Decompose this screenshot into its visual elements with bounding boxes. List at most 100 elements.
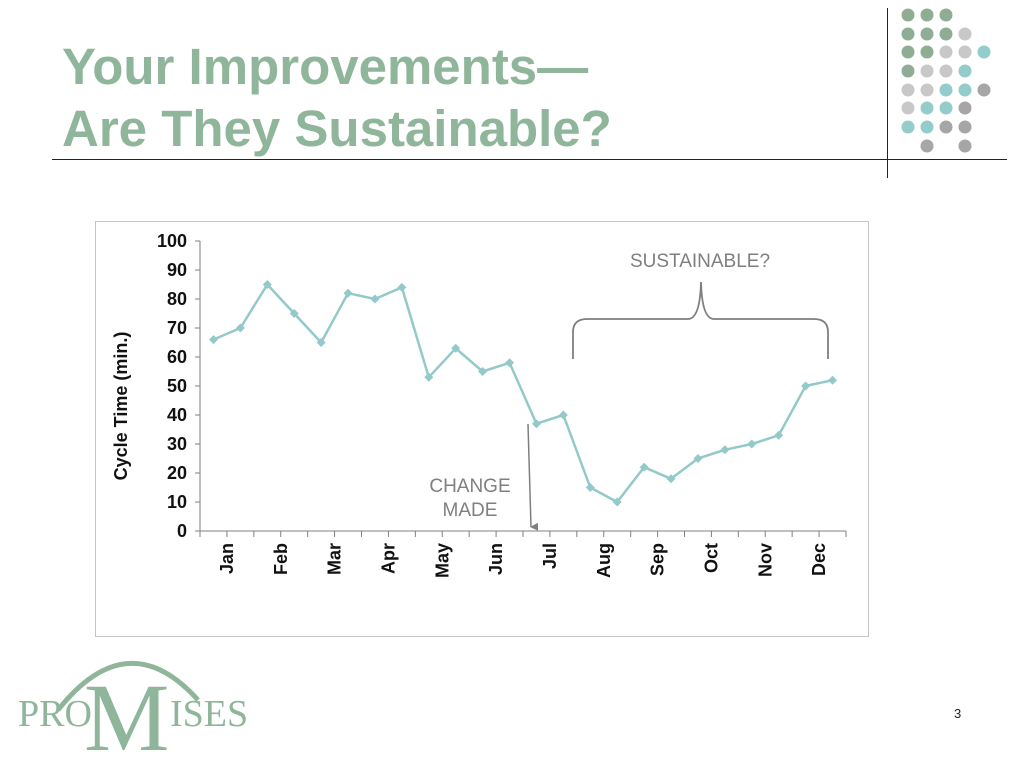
data-point: [612, 497, 622, 507]
y-tick-label: 80: [167, 289, 187, 309]
decorative-dot: [920, 139, 934, 153]
decorative-dot: [920, 27, 934, 41]
change-made-annotation-line-1: CHANGE: [429, 476, 510, 497]
y-tick-label: 10: [167, 492, 187, 512]
data-point: [478, 367, 488, 376]
y-tick-labels: 0 10 20 30 40 50 60 70 80 90 100: [157, 231, 187, 541]
decorative-dot: [920, 45, 934, 59]
data-point: [370, 294, 380, 304]
data-point: [585, 483, 595, 492]
logo-text-right: ISES: [170, 693, 248, 735]
decorative-dot: [958, 101, 972, 115]
series-points: [208, 280, 838, 507]
page-number: 3: [954, 706, 962, 721]
header-vertical-divider: [887, 8, 888, 178]
change-made-arrow: [527, 423, 539, 531]
decorative-dot: [939, 27, 953, 41]
decorative-dot: [901, 64, 915, 78]
data-point: [289, 309, 299, 318]
y-tick-label: 30: [167, 434, 187, 454]
decorative-dot: [939, 120, 953, 134]
decorative-dot: [901, 101, 915, 115]
x-tick-label: Oct: [701, 543, 721, 573]
x-tick-label: Jun: [486, 543, 506, 575]
data-point: [774, 430, 784, 440]
header-divider: [52, 159, 1007, 160]
y-tick-label: 50: [167, 376, 187, 396]
decorative-dot: [920, 64, 934, 78]
x-tick-label: Jul: [540, 543, 560, 569]
y-axis-label: Cycle Time (min.): [111, 332, 131, 481]
y-tick-label: 70: [167, 318, 187, 338]
x-tick-label: Jan: [217, 543, 237, 574]
data-point: [828, 375, 838, 385]
data-point: [424, 372, 434, 382]
y-tick-label: 20: [167, 463, 187, 483]
data-point: [720, 445, 730, 455]
series-line: [212, 283, 833, 504]
decorative-dot: [920, 8, 934, 22]
decorative-dot: [901, 83, 915, 97]
decorative-dot: [920, 120, 934, 134]
data-point: [558, 410, 568, 420]
x-tick-label: Aug: [594, 543, 614, 578]
y-tick-label: 100: [157, 231, 187, 251]
data-point: [747, 439, 757, 449]
y-tick-label: 90: [167, 260, 187, 280]
decorative-dot: [977, 83, 991, 97]
logo-arc: [56, 661, 200, 712]
decorative-dot: [939, 101, 953, 115]
data-point: [343, 288, 353, 298]
data-point: [262, 280, 272, 289]
decorative-dot: [939, 8, 953, 22]
y-tick-label: 0: [177, 521, 187, 541]
cycle-time-chart: 0 10 20 30 40 50 60 70 80 90 100 Jan Feb Mar Apr May Ju…: [111, 231, 847, 578]
slide-title-line-2: Are They Sustainable?: [62, 100, 612, 157]
data-point: [208, 335, 218, 345]
sustainable-annotation: SUSTAINABLE?: [630, 251, 770, 272]
x-tick-label: Dec: [809, 543, 829, 576]
slide-title: Your Improvements— Are They Sustainable?: [62, 36, 612, 160]
decorative-dot: [958, 83, 972, 97]
data-point: [531, 419, 541, 429]
x-tick-label: May: [432, 543, 452, 578]
decorative-dot-grid: [901, 8, 991, 153]
decorative-dot: [958, 64, 972, 78]
x-tick-labels: Jan Feb Mar Apr May Jun Jul Aug Sep Oct Nov Dec: [217, 543, 829, 578]
data-point: [451, 343, 461, 353]
decorative-dot: [958, 27, 972, 41]
promises-logo: PRO M ISES: [18, 661, 248, 768]
decorative-dot: [958, 139, 972, 153]
decorative-dot: [920, 101, 934, 115]
decorative-dot: [901, 27, 915, 41]
decorative-dot: [901, 120, 915, 134]
chart-axes: [195, 240, 847, 537]
decorative-dot: [958, 120, 972, 134]
data-point: [801, 381, 811, 391]
logo-text-left: PRO: [18, 693, 92, 735]
data-point: [235, 323, 245, 333]
decorative-dot: [939, 83, 953, 97]
data-point: [666, 474, 676, 484]
x-tick-label: Mar: [325, 543, 345, 575]
x-tick-label: Feb: [271, 543, 291, 575]
decorative-dot: [901, 8, 915, 22]
decorative-dot: [920, 83, 934, 97]
data-point: [505, 358, 515, 368]
decorative-dot: [977, 45, 991, 59]
chart-frame: 0 10 20 30 40 50 60 70 80 90 100 Jan Feb Mar Apr May Ju…: [95, 221, 869, 637]
decorative-dot: [939, 64, 953, 78]
y-tick-label: 40: [167, 405, 187, 425]
decorative-dot: [901, 45, 915, 59]
data-point: [693, 454, 703, 463]
change-made-annotation-line-2: MADE: [443, 500, 498, 521]
data-point: [639, 462, 649, 472]
decorative-dot: [939, 45, 953, 59]
y-tick-label: 60: [167, 347, 187, 367]
x-tick-label: Apr: [378, 543, 398, 574]
x-tick-label: Sep: [648, 543, 668, 576]
sustainable-brace: [572, 281, 829, 359]
logo-text-center: M: [84, 664, 169, 768]
slide-title-line-1: Your Improvements—: [62, 38, 589, 95]
data-point: [316, 338, 326, 347]
